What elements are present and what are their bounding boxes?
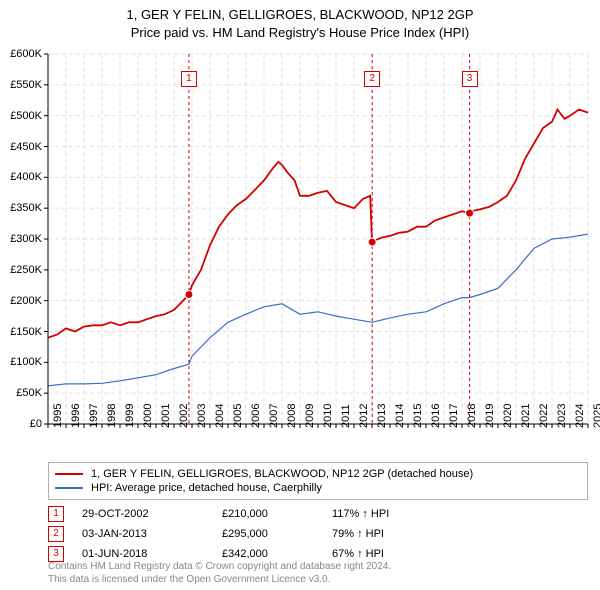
x-axis-label: 2011	[340, 404, 352, 428]
y-axis-label: £550K	[10, 79, 42, 91]
sale-marker-2: 2	[364, 71, 380, 87]
x-axis-label: 2015	[412, 404, 424, 428]
x-axis-label: 2003	[196, 404, 208, 428]
title-block: 1, GER Y FELIN, GELLIGROES, BLACKWOOD, N…	[0, 0, 600, 42]
x-axis-label: 2024	[574, 404, 586, 428]
x-axis-label: 1997	[88, 404, 100, 428]
x-axis-label: 1999	[124, 404, 136, 428]
sales-pct: 79% ↑ HPI	[332, 528, 452, 540]
x-axis-label: 2010	[322, 404, 334, 428]
sales-pct: 67% ↑ HPI	[332, 548, 452, 560]
title-line-2: Price paid vs. HM Land Registry's House …	[0, 24, 600, 42]
footer: Contains HM Land Registry data © Crown c…	[48, 560, 391, 586]
legend-row: HPI: Average price, detached house, Caer…	[55, 481, 581, 495]
x-axis-label: 2012	[358, 404, 370, 428]
sales-row: 1 29-OCT-2002£210,000117% ↑ HPI	[48, 504, 588, 524]
footer-line-1: Contains HM Land Registry data © Crown c…	[48, 560, 391, 573]
y-axis-label: £500K	[10, 110, 42, 122]
legend-label: 1, GER Y FELIN, GELLIGROES, BLACKWOOD, N…	[91, 468, 473, 480]
x-axis-label: 1996	[70, 404, 82, 428]
title-line-1: 1, GER Y FELIN, GELLIGROES, BLACKWOOD, N…	[0, 6, 600, 24]
legend-swatch	[55, 487, 83, 489]
x-axis-label: 2013	[376, 404, 388, 428]
sales-pct: 117% ↑ HPI	[332, 508, 452, 520]
x-axis-label: 2023	[556, 404, 568, 428]
x-axis-label: 2007	[268, 404, 280, 428]
y-axis-label: £600K	[10, 48, 42, 60]
x-axis-label: 2000	[142, 404, 154, 428]
legend-swatch	[55, 473, 83, 475]
x-axis-label: 2005	[232, 404, 244, 428]
sales-row: 2 03-JAN-2013£295,00079% ↑ HPI	[48, 524, 588, 544]
sales-date: 29-OCT-2002	[82, 508, 222, 520]
y-axis-label: £250K	[10, 264, 42, 276]
sales-date: 01-JUN-2018	[82, 548, 222, 560]
x-axis-label: 1998	[106, 404, 118, 428]
sales-price: £342,000	[222, 548, 332, 560]
y-axis-label: £200K	[10, 295, 42, 307]
sales-table: 1 29-OCT-2002£210,000117% ↑ HPI 2 03-JAN-20…	[48, 504, 588, 564]
legend-box: 1, GER Y FELIN, GELLIGROES, BLACKWOOD, N…	[48, 462, 588, 500]
sales-price: £210,000	[222, 508, 332, 520]
y-axis-label: £50K	[16, 387, 42, 399]
x-axis-label: 2016	[430, 404, 442, 428]
legend-label: HPI: Average price, detached house, Caer…	[91, 482, 322, 494]
y-axis-label: £350K	[10, 202, 42, 214]
x-axis-label: 2009	[304, 404, 316, 428]
footer-line-2: This data is licensed under the Open Gov…	[48, 573, 391, 586]
x-axis-label: 2008	[286, 404, 298, 428]
sale-marker-3: 3	[462, 71, 478, 87]
x-axis-label: 2001	[160, 404, 172, 428]
sale-marker-1: 1	[181, 71, 197, 87]
x-axis-label: 2025	[592, 404, 600, 428]
chart-area: 123£0£50K£100K£150K£200K£250K£300K£350K£…	[48, 54, 588, 424]
sales-marker-box: 1	[48, 506, 64, 522]
x-axis-label: 2014	[394, 404, 406, 428]
sales-date: 03-JAN-2013	[82, 528, 222, 540]
y-axis-label: £100K	[10, 356, 42, 368]
x-axis-label: 2021	[520, 404, 532, 428]
chart-svg	[48, 54, 588, 424]
x-axis-label: 2022	[538, 404, 550, 428]
legend-row: 1, GER Y FELIN, GELLIGROES, BLACKWOOD, N…	[55, 467, 581, 481]
x-axis-label: 2019	[484, 404, 496, 428]
sales-marker-box: 2	[48, 526, 64, 542]
x-axis-label: 2018	[466, 404, 478, 428]
y-axis-label: £150K	[10, 326, 42, 338]
x-axis-label: 2020	[502, 404, 514, 428]
x-axis-label: 1995	[52, 404, 64, 428]
y-axis-label: £0	[30, 418, 42, 430]
x-axis-label: 2002	[178, 404, 190, 428]
y-axis-label: £400K	[10, 171, 42, 183]
sales-price: £295,000	[222, 528, 332, 540]
y-axis-label: £450K	[10, 141, 42, 153]
x-axis-label: 2006	[250, 404, 262, 428]
x-axis-label: 2017	[448, 404, 460, 428]
y-axis-label: £300K	[10, 233, 42, 245]
x-axis-label: 2004	[214, 404, 226, 428]
chart-container: 1, GER Y FELIN, GELLIGROES, BLACKWOOD, N…	[0, 0, 600, 590]
